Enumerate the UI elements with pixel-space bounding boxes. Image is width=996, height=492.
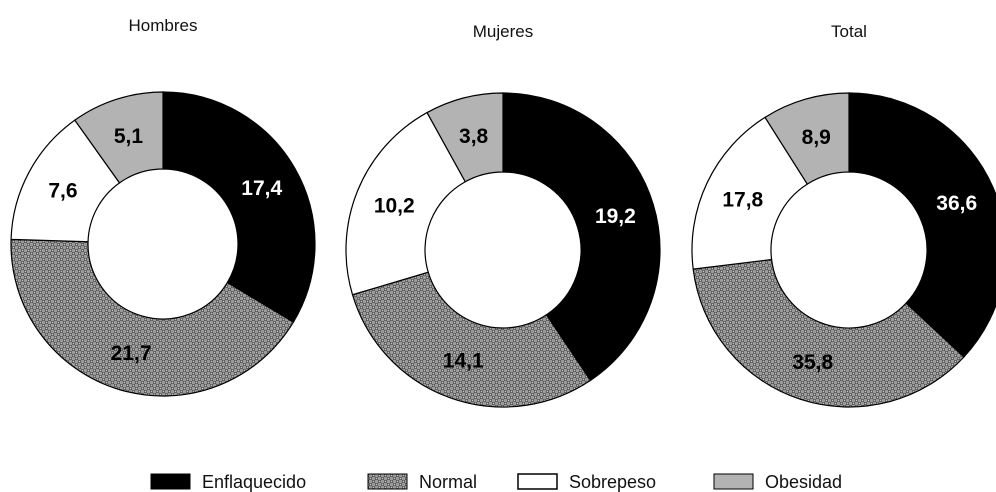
chart-hombres: Hombres 17,4 21,7 7,6 5,1 (10, 16, 316, 397)
value-label-enflaquecido: 19,2 (595, 205, 636, 228)
value-label-normal: 14,1 (443, 350, 484, 373)
legend-item-enflaquecido: Enflaquecido (150, 472, 306, 492)
slices: 36,6 35,8 17,8 8,9 (691, 92, 996, 408)
legend-swatch (150, 473, 191, 490)
slice-obesidad (74, 91, 164, 184)
chart-title: Hombres (129, 16, 198, 35)
chart-title: Mujeres (473, 22, 533, 41)
legend-label: Normal (419, 472, 477, 492)
slice-normal (351, 271, 592, 408)
legend-label: Sobrepeso (569, 472, 656, 492)
value-label-sobrepeso: 10,2 (374, 194, 415, 217)
value-label-obesidad: 5,1 (114, 125, 144, 148)
value-label-normal: 35,8 (792, 351, 833, 374)
slice-enflaquecido (162, 91, 316, 323)
chart-total: Total 36,6 35,8 17,8 8,9 (691, 22, 996, 408)
slice-sobrepeso (345, 111, 467, 296)
value-label-sobrepeso: 7,6 (48, 179, 77, 202)
slice-obesidad (764, 92, 850, 185)
legend-item-sobrepeso: Sobrepeso (517, 472, 656, 492)
value-label-enflaquecido: 36,6 (936, 192, 977, 215)
slice-normal (10, 238, 295, 397)
slice-sobrepeso (691, 116, 809, 270)
value-label-sobrepeso: 17,8 (722, 189, 763, 212)
legend-label: Enflaquecido (202, 472, 306, 492)
value-label-obesidad: 8,9 (802, 126, 831, 149)
chart-title: Total (831, 22, 867, 41)
value-label-normal: 21,7 (111, 342, 152, 365)
slice-normal (692, 258, 965, 408)
value-label-obesidad: 3,8 (459, 125, 489, 148)
value-label-enflaquecido: 17,4 (241, 177, 282, 200)
legend-label: Obesidad (765, 472, 842, 492)
legend: Enflaquecido Normal Sobrepeso Obesidad (150, 472, 842, 492)
chart-mujeres: Mujeres 19,2 14,1 10,2 3,8 (345, 22, 661, 408)
legend-swatch (367, 473, 408, 490)
slice-enflaquecido (502, 92, 661, 382)
legend-swatch (517, 473, 558, 490)
legend-item-obesidad: Obesidad (713, 472, 842, 492)
legend-swatch (713, 473, 754, 490)
slices: 19,2 14,1 10,2 3,8 (345, 92, 661, 408)
legend-item-normal: Normal (367, 472, 477, 492)
slice-enflaquecido (848, 92, 996, 358)
slice-obesidad (426, 92, 504, 183)
slices: 17,4 21,7 7,6 5,1 (10, 91, 316, 397)
